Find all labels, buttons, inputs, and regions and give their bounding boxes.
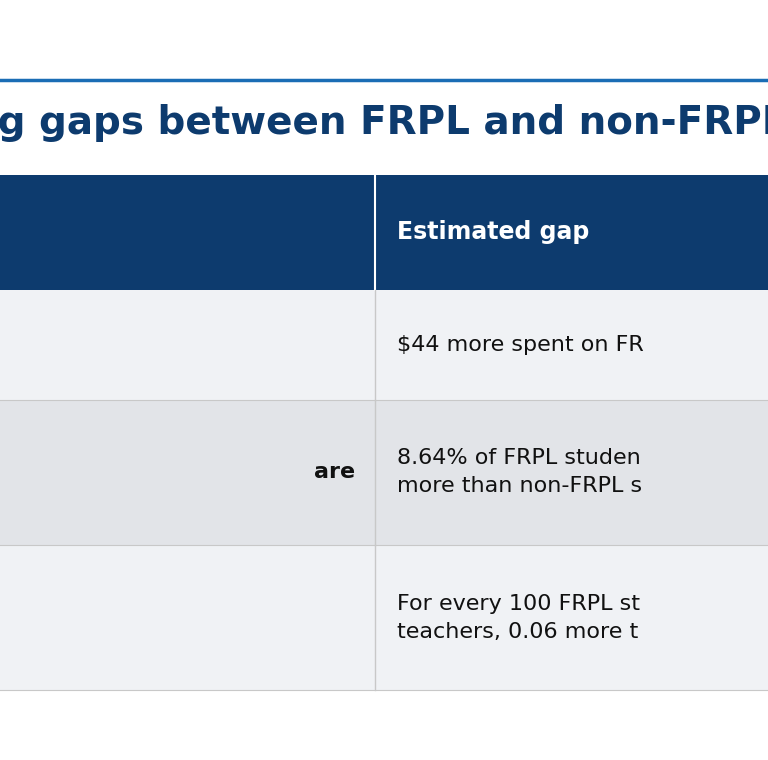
Text: Estimated gap: Estimated gap	[397, 220, 589, 245]
Bar	[0, 545, 768, 690]
Bar	[0, 175, 768, 290]
Text: 8.64% of FRPL studen
more than non-FRPL s: 8.64% of FRPL studen more than non-FRPL …	[397, 448, 642, 496]
Bar	[0, 400, 768, 545]
Text: For every 100 FRPL st
teachers, 0.06 more t: For every 100 FRPL st teachers, 0.06 mor…	[397, 594, 640, 641]
Text: ng gaps between FRPL and non-FRPL: ng gaps between FRPL and non-FRPL	[0, 103, 768, 141]
Bar	[0, 290, 768, 400]
Text: are: are	[314, 463, 355, 483]
Text: $44 more spent on FR: $44 more spent on FR	[397, 335, 644, 355]
